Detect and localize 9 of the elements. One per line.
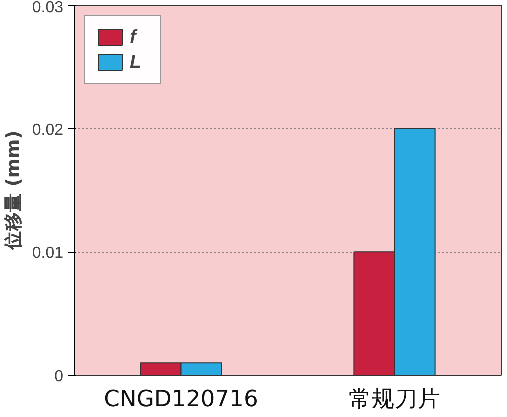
legend-label: L [130,51,142,73]
y-tick-label: 0 [54,368,64,386]
legend-label: f [130,26,139,48]
x-tick-label: 常规刀片 [348,386,441,412]
y-axis-title: 位移量 (mm) [3,130,24,252]
y-tick-label: 0.03 [32,0,64,16]
y-tick-label: 0.01 [32,245,64,262]
y-tick-label: 0.02 [32,122,64,139]
x-tick-label: CNGD120716 [104,386,258,412]
